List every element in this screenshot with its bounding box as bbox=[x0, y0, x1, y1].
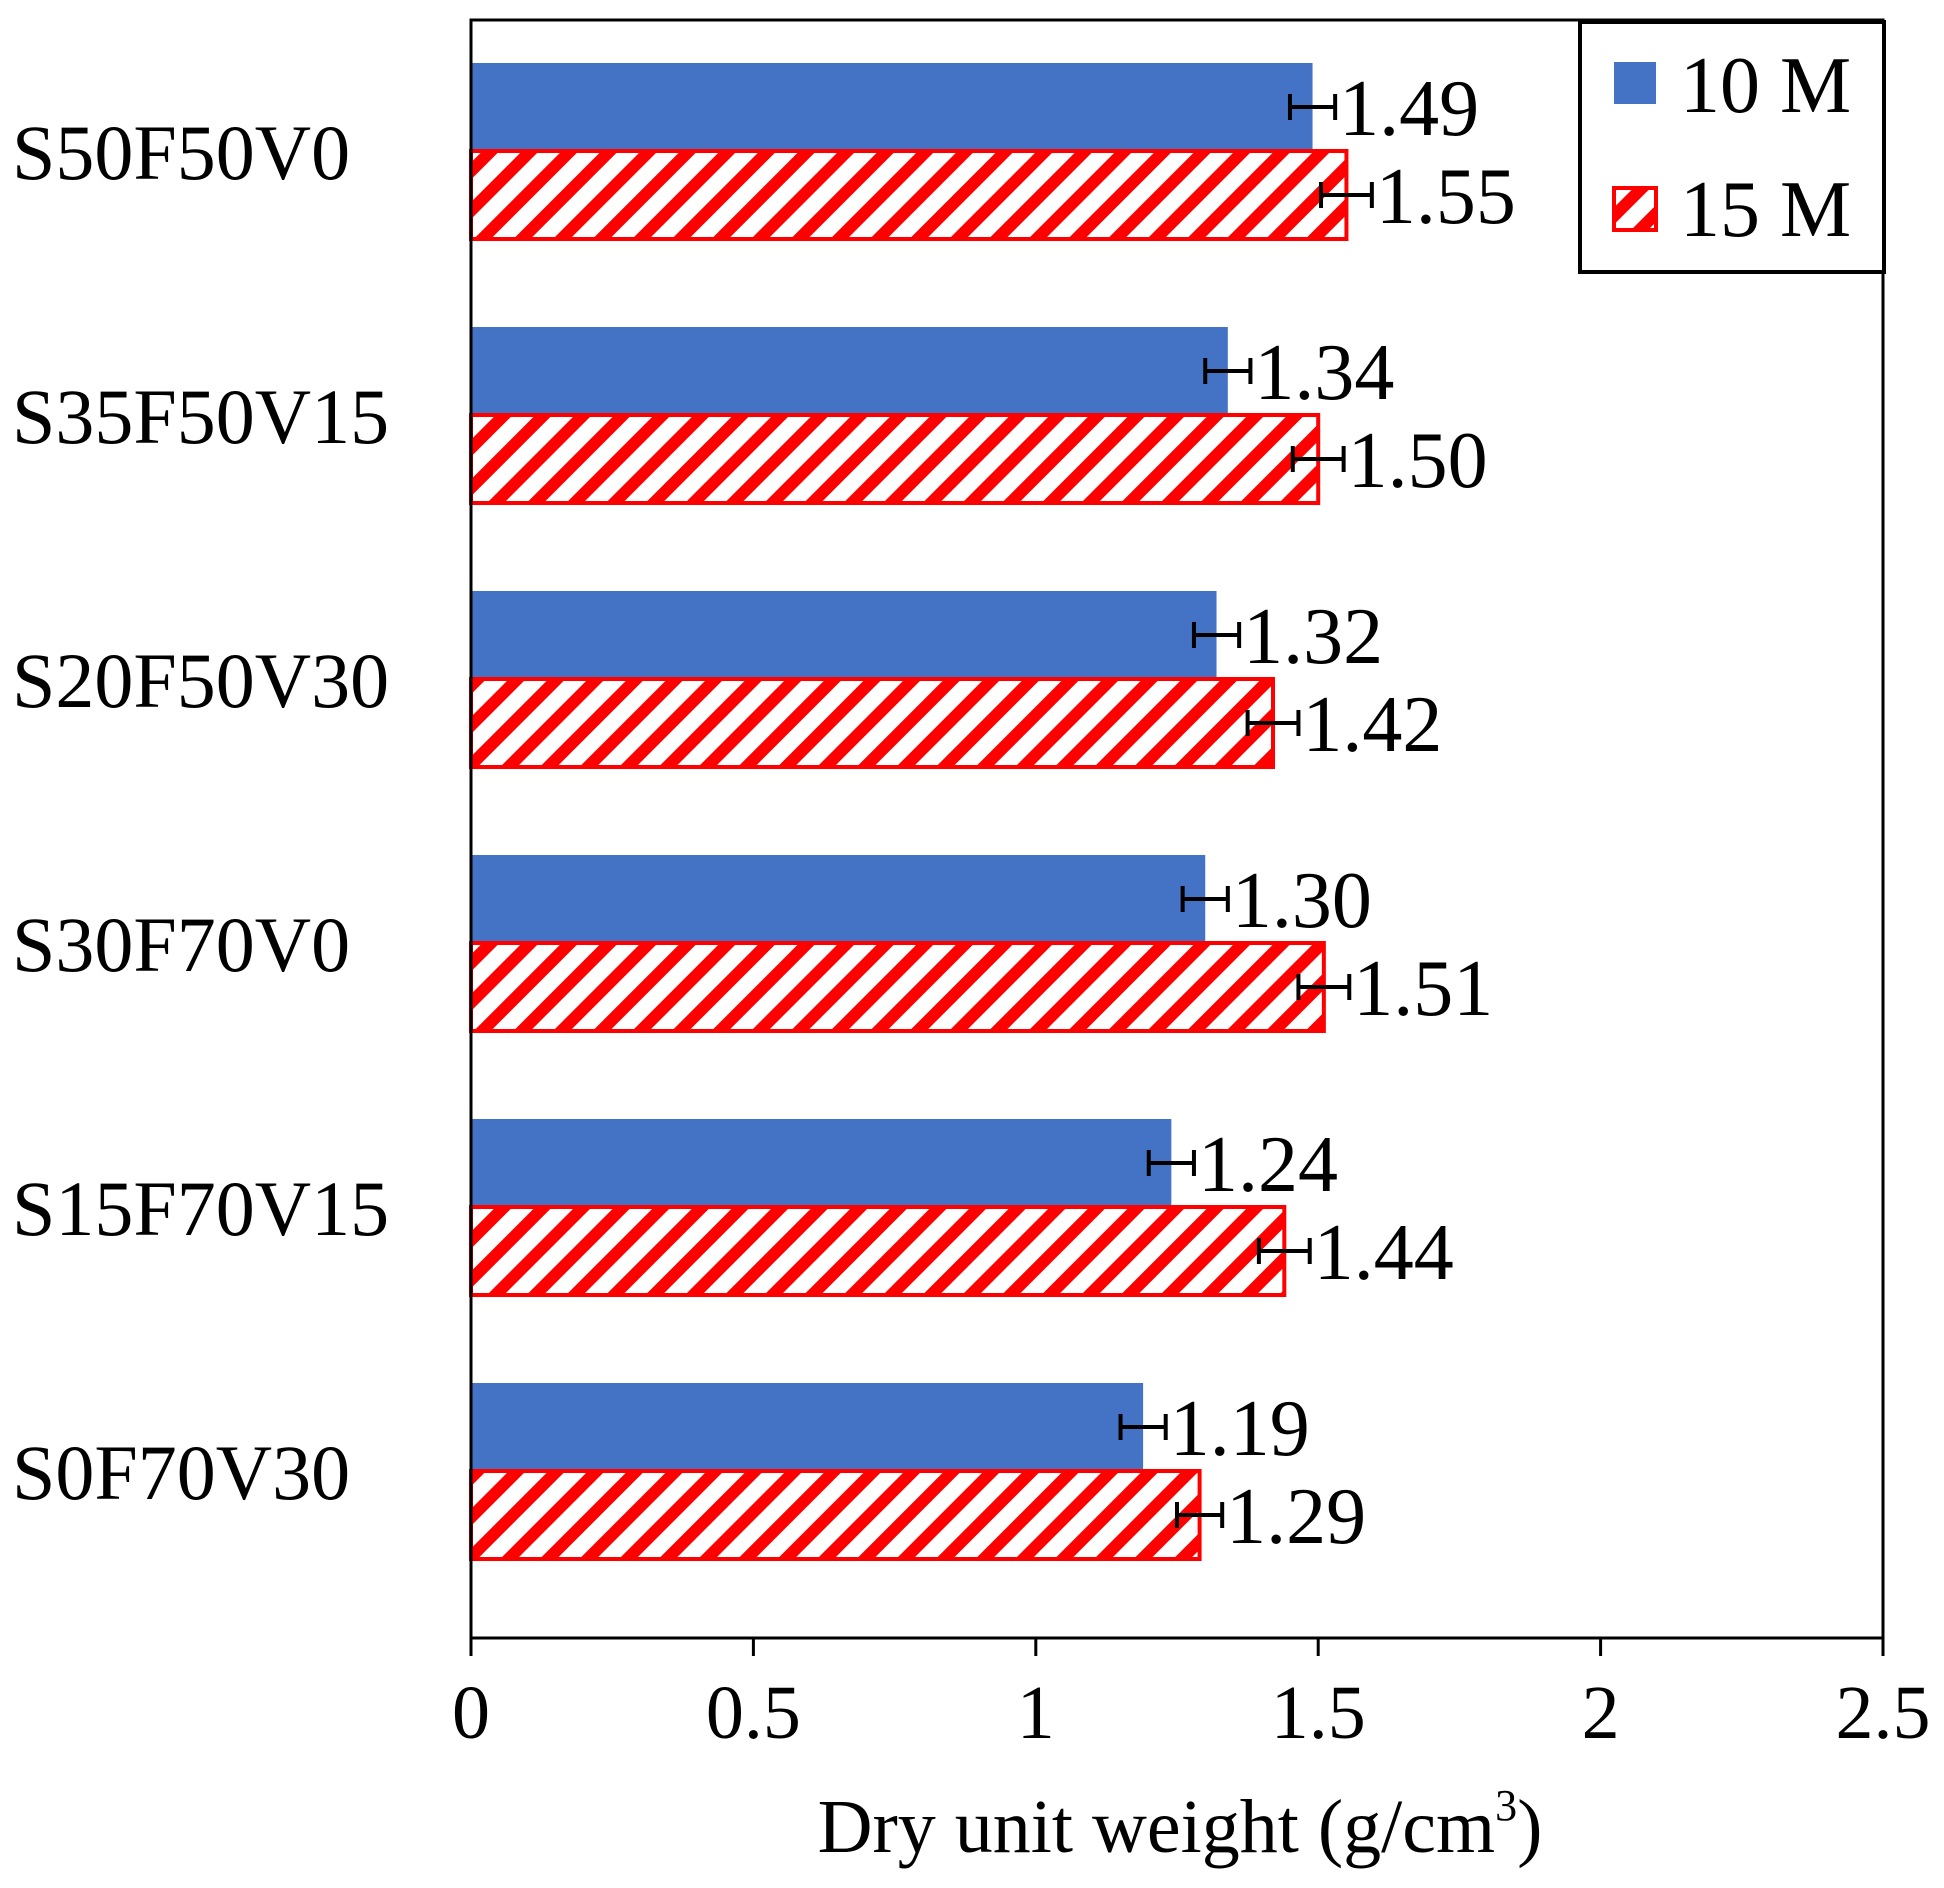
x-tick-label-3: 1.5 bbox=[1271, 1671, 1366, 1755]
data-label-s35f50v15-15-m: 1.50 bbox=[1348, 417, 1488, 505]
legend-label-10m: 10 M bbox=[1680, 42, 1851, 130]
data-label-s50f50v0-10-m: 1.49 bbox=[1339, 65, 1479, 153]
category-label-s30f70v0: S30F70V0 bbox=[12, 901, 350, 988]
error-bar-s35f50v15-15-m bbox=[1290, 446, 1346, 472]
data-label-s30f70v0-15-m: 1.51 bbox=[1353, 945, 1493, 1033]
legend-swatch-10m bbox=[1614, 62, 1656, 104]
error-bar-s20f50v30-15-m bbox=[1245, 710, 1301, 736]
data-labels-layer: 1.491.55 1.341.50 1.321.42 1.301.511.241.44… bbox=[1170, 65, 1516, 1561]
data-label-s0f70v30-10-m: 1.19 bbox=[1170, 1385, 1310, 1473]
error-bar-s0f70v30-15-m bbox=[1175, 1502, 1225, 1528]
x-tick-label-4: 2 bbox=[1582, 1671, 1620, 1755]
error-bar-s15f70v15-15-m bbox=[1256, 1238, 1312, 1264]
x-axis-title-suffix: ) bbox=[1517, 1785, 1542, 1869]
data-label-s20f50v30-10-m: 1.32 bbox=[1243, 593, 1383, 681]
error-bar-s50f50v0-10-m bbox=[1287, 94, 1338, 120]
error-bar-s35f50v15-10-m bbox=[1203, 358, 1253, 384]
x-axis-ticks-layer: 0 0.5 1 1.5 2 2.5 bbox=[452, 1638, 1931, 1755]
data-label-s50f50v0-15-m: 1.55 bbox=[1376, 153, 1516, 241]
error-bar-s30f70v0-15-m bbox=[1296, 974, 1352, 1000]
bar-s15f70v15-15-m bbox=[469, 1205, 1287, 1297]
legend-swatch-15m bbox=[1612, 186, 1658, 232]
x-tick-label-2: 1 bbox=[1017, 1671, 1055, 1755]
error-bar-s20f50v30-10-m bbox=[1191, 622, 1242, 648]
data-label-s0f70v30-15-m: 1.29 bbox=[1226, 1473, 1366, 1561]
bar-s0f70v30-15-m bbox=[469, 1469, 1202, 1561]
bar-s0f70v30-10-m bbox=[471, 1383, 1144, 1471]
bar-s30f70v0-15-m bbox=[469, 941, 1326, 1033]
bar-s20f50v30-15-m bbox=[469, 677, 1276, 769]
data-label-s15f70v15-15-m: 1.44 bbox=[1314, 1209, 1454, 1297]
bar-s50f50v0-10-m bbox=[471, 63, 1313, 151]
category-labels-layer: S50F50V0 S35F50V15 S20F50V30 S30F70V0 S15F70… bbox=[12, 109, 389, 1516]
plot-area-frame bbox=[469, 18, 1885, 1640]
error-bar-s30f70v0-10-m bbox=[1180, 886, 1230, 912]
x-tick-label-1: 0.5 bbox=[706, 1671, 801, 1755]
x-tick-label-0: 0 bbox=[452, 1671, 490, 1755]
error-bars-layer bbox=[1118, 94, 1374, 1528]
x-axis-title-superscript: 3 bbox=[1495, 1781, 1517, 1830]
legend: 10 M 15 M bbox=[1578, 20, 1886, 274]
x-tick-label-5: 2.5 bbox=[1836, 1671, 1931, 1755]
category-label-s0f70v30: S0F70V30 bbox=[12, 1429, 350, 1516]
legend-label-15m: 15 M bbox=[1680, 166, 1851, 254]
data-label-s20f50v30-15-m: 1.42 bbox=[1302, 681, 1442, 769]
bar-s30f70v0-10-m bbox=[471, 855, 1206, 943]
bars-layer bbox=[469, 63, 1349, 1561]
bar-s20f50v30-10-m bbox=[471, 591, 1217, 679]
bar-s50f50v0-15-m bbox=[469, 149, 1349, 241]
x-axis-title: Dry unit weight (g/cm3) bbox=[818, 1781, 1543, 1869]
error-bar-s15f70v15-10-m bbox=[1146, 1150, 1196, 1176]
category-label-s15f70v15: S15F70V15 bbox=[12, 1165, 389, 1252]
category-label-s35f50v15: S35F50V15 bbox=[12, 373, 389, 460]
category-label-s20f50v30: S20F50V30 bbox=[12, 637, 389, 724]
error-bar-s50f50v0-15-m bbox=[1319, 182, 1374, 208]
data-label-s30f70v0-10-m: 1.30 bbox=[1232, 857, 1372, 945]
bar-s15f70v15-10-m bbox=[471, 1119, 1172, 1207]
error-bar-s0f70v30-10-m bbox=[1118, 1414, 1168, 1440]
data-label-s15f70v15-10-m: 1.24 bbox=[1198, 1121, 1338, 1209]
data-label-s35f50v15-10-m: 1.34 bbox=[1254, 329, 1394, 417]
bar-s35f50v15-10-m bbox=[471, 327, 1228, 415]
bar-s35f50v15-15-m bbox=[469, 413, 1321, 505]
category-label-s50f50v0: S50F50V0 bbox=[12, 109, 350, 196]
